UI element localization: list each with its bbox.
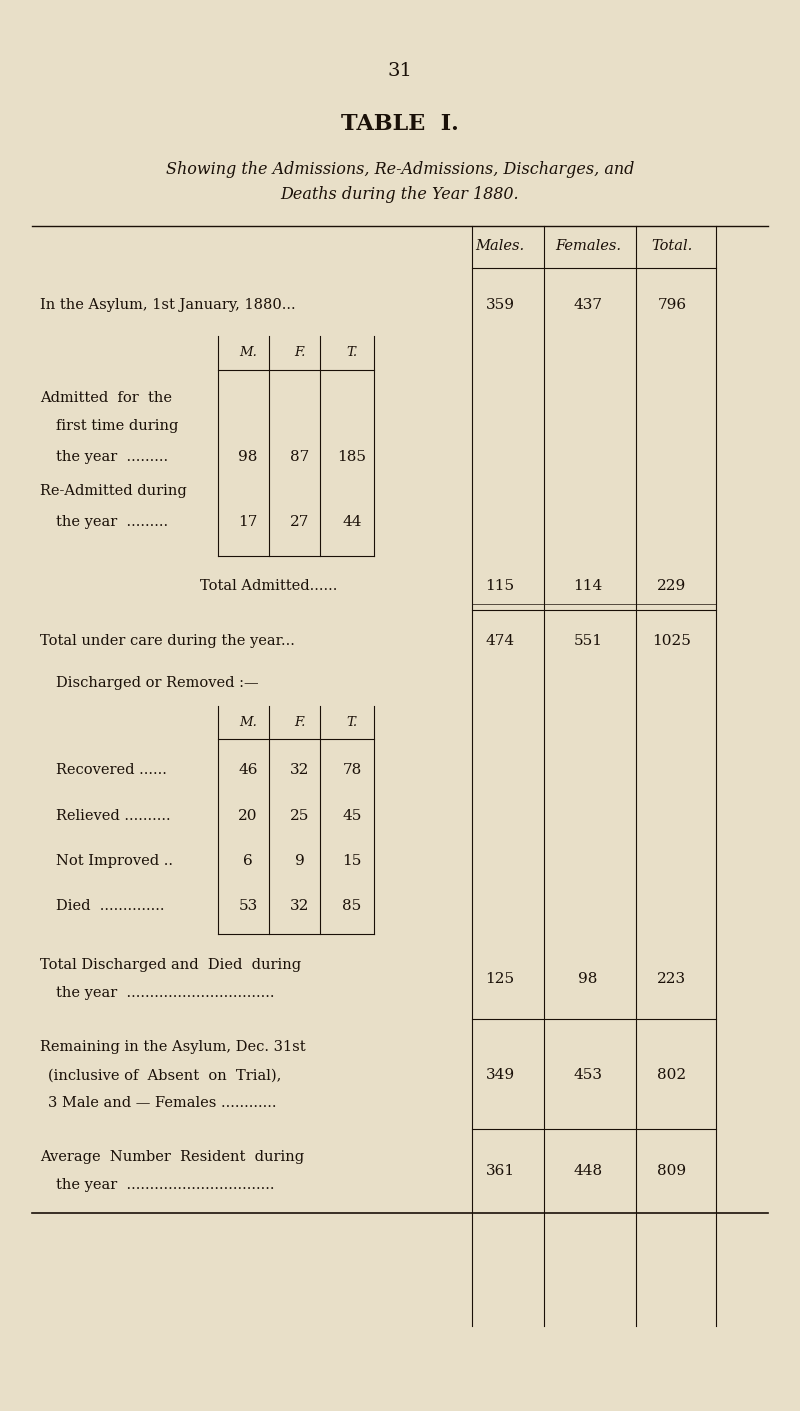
Text: 551: 551 <box>574 634 602 648</box>
Text: 1025: 1025 <box>653 634 691 648</box>
Text: 32: 32 <box>290 763 310 777</box>
Text: 27: 27 <box>290 515 310 529</box>
Text: 359: 359 <box>486 298 514 312</box>
Text: 98: 98 <box>578 972 598 986</box>
Text: the year  .........: the year ......... <box>56 515 168 529</box>
Text: Recovered ......: Recovered ...... <box>56 763 167 777</box>
Text: Deaths during the Year 1880.: Deaths during the Year 1880. <box>281 186 519 203</box>
Text: T.: T. <box>346 715 358 729</box>
Text: T.: T. <box>346 346 358 360</box>
Text: Females.: Females. <box>555 238 621 253</box>
Text: the year  ................................: the year ...............................… <box>56 986 274 1000</box>
Text: 114: 114 <box>574 579 602 593</box>
Text: Total Discharged and  Died  during: Total Discharged and Died during <box>40 958 301 972</box>
Text: 44: 44 <box>342 515 362 529</box>
Text: 474: 474 <box>486 634 514 648</box>
Text: 448: 448 <box>574 1164 602 1178</box>
Text: M.: M. <box>239 715 257 729</box>
Text: Total.: Total. <box>651 238 693 253</box>
Text: 25: 25 <box>290 809 310 823</box>
Text: 31: 31 <box>387 62 413 79</box>
Text: Admitted  for  the: Admitted for the <box>40 391 172 405</box>
Text: the year  .........: the year ......... <box>56 450 168 464</box>
Text: 15: 15 <box>342 854 362 868</box>
Text: 32: 32 <box>290 899 310 913</box>
Text: 453: 453 <box>574 1068 602 1082</box>
Text: 229: 229 <box>658 579 686 593</box>
Text: 45: 45 <box>342 809 362 823</box>
Text: 223: 223 <box>658 972 686 986</box>
Text: 20: 20 <box>238 809 258 823</box>
Text: Died  ..............: Died .............. <box>56 899 165 913</box>
Text: Relieved ..........: Relieved .......... <box>56 809 170 823</box>
Text: Showing the Admissions, Re-Admissions, Discharges, and: Showing the Admissions, Re-Admissions, D… <box>166 161 634 178</box>
Text: Total under care during the year...: Total under care during the year... <box>40 634 295 648</box>
Text: 125: 125 <box>486 972 514 986</box>
Text: F.: F. <box>294 715 306 729</box>
Text: F.: F. <box>294 346 306 360</box>
Text: 53: 53 <box>238 899 258 913</box>
Text: 17: 17 <box>238 515 258 529</box>
Text: 98: 98 <box>238 450 258 464</box>
Text: 3 Male and — Females ............: 3 Male and — Females ............ <box>48 1096 277 1110</box>
Text: Re-Admitted during: Re-Admitted during <box>40 484 186 498</box>
Text: the year  ................................: the year ...............................… <box>56 1178 274 1192</box>
Text: 796: 796 <box>658 298 686 312</box>
Text: 6: 6 <box>243 854 253 868</box>
Text: Not Improved ..: Not Improved .. <box>56 854 173 868</box>
Text: 78: 78 <box>342 763 362 777</box>
Text: 809: 809 <box>658 1164 686 1178</box>
Text: 361: 361 <box>486 1164 514 1178</box>
Text: 349: 349 <box>486 1068 514 1082</box>
Text: 9: 9 <box>295 854 305 868</box>
Text: 46: 46 <box>238 763 258 777</box>
Text: In the Asylum, 1st January, 1880...: In the Asylum, 1st January, 1880... <box>40 298 296 312</box>
Text: first time during: first time during <box>56 419 178 433</box>
Text: TABLE  I.: TABLE I. <box>341 113 459 135</box>
Text: M.: M. <box>239 346 257 360</box>
Text: Males.: Males. <box>475 238 525 253</box>
Text: 185: 185 <box>338 450 366 464</box>
Text: Discharged or Removed :—: Discharged or Removed :— <box>56 676 258 690</box>
Text: 85: 85 <box>342 899 362 913</box>
Text: Total Admitted......: Total Admitted...... <box>200 579 338 593</box>
Text: 802: 802 <box>658 1068 686 1082</box>
Text: Average  Number  Resident  during: Average Number Resident during <box>40 1150 304 1164</box>
Text: 115: 115 <box>486 579 514 593</box>
Text: (inclusive of  Absent  on  Trial),: (inclusive of Absent on Trial), <box>48 1068 282 1082</box>
Text: Remaining in the Asylum, Dec. 31st: Remaining in the Asylum, Dec. 31st <box>40 1040 306 1054</box>
Text: 437: 437 <box>574 298 602 312</box>
Text: 87: 87 <box>290 450 310 464</box>
